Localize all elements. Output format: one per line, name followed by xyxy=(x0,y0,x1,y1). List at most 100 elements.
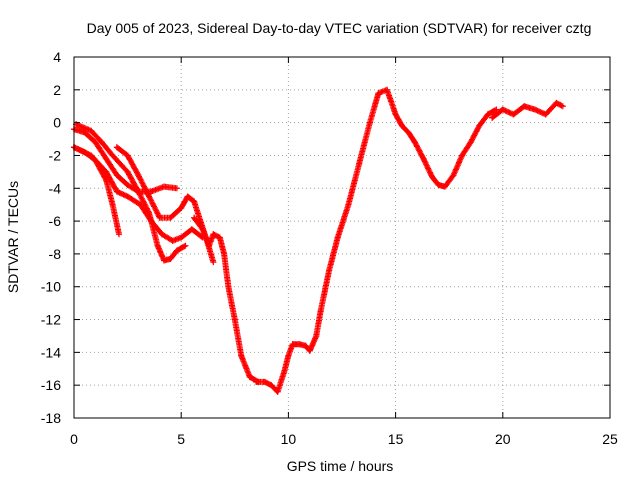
x-tick-label: 15 xyxy=(388,431,404,447)
y-tick-label: 4 xyxy=(53,49,61,65)
data-point xyxy=(531,106,538,113)
plot-frame xyxy=(73,56,611,419)
data-point xyxy=(109,152,116,159)
y-tick-label: -8 xyxy=(49,246,62,262)
y-tick-label: -6 xyxy=(49,213,62,229)
data-point xyxy=(441,183,448,190)
x-tick-label: 10 xyxy=(281,431,297,447)
data-point xyxy=(261,378,268,385)
data-point xyxy=(521,103,528,110)
data-point xyxy=(238,352,245,359)
data-point xyxy=(124,152,131,159)
series-markers xyxy=(489,99,565,121)
data-point xyxy=(285,352,292,359)
data-point xyxy=(92,139,99,146)
series-markers xyxy=(191,214,261,385)
data-point xyxy=(510,111,517,118)
data-point xyxy=(178,204,185,211)
data-point xyxy=(124,193,131,200)
data-point xyxy=(231,316,238,323)
data-point xyxy=(191,214,198,221)
data-point xyxy=(154,242,161,249)
data-point xyxy=(334,234,341,241)
data-point xyxy=(148,218,155,225)
data-point xyxy=(158,231,165,238)
data-point xyxy=(173,185,180,192)
data-point xyxy=(161,257,168,264)
data-point xyxy=(345,201,352,208)
data-point xyxy=(98,139,105,146)
data-point xyxy=(113,188,120,195)
data-point xyxy=(109,201,116,208)
series-arc-10 xyxy=(489,99,566,121)
data-point xyxy=(161,183,168,190)
data-point xyxy=(375,90,382,97)
data-point xyxy=(405,129,412,136)
data-point xyxy=(499,106,506,113)
data-point xyxy=(476,122,483,129)
y-tick-label: -18 xyxy=(41,410,61,426)
data-point xyxy=(210,259,217,266)
y-tick-label: 2 xyxy=(53,82,61,98)
data-point xyxy=(105,159,112,166)
data-point xyxy=(210,231,217,238)
data-point xyxy=(124,181,131,188)
data-point xyxy=(313,332,320,339)
series-markers xyxy=(73,121,188,264)
data-point xyxy=(542,111,549,118)
data-point xyxy=(182,242,189,249)
data-point xyxy=(274,388,281,395)
series-arc-6 xyxy=(191,214,262,385)
data-point xyxy=(326,267,333,274)
data-point xyxy=(429,173,436,180)
data-point xyxy=(103,168,110,175)
data-point xyxy=(225,283,232,290)
data-point xyxy=(88,127,95,134)
data-point xyxy=(559,103,566,110)
data-point xyxy=(306,347,313,354)
data-point xyxy=(289,341,296,348)
x-axis-label: GPS time / hours xyxy=(287,458,394,474)
data-point xyxy=(484,111,491,118)
series-markers xyxy=(411,107,499,190)
data-point xyxy=(356,160,363,167)
data-point xyxy=(169,237,176,244)
data-point xyxy=(489,114,496,121)
data-point xyxy=(221,250,228,257)
data-point xyxy=(199,226,206,233)
data-point xyxy=(188,226,195,233)
y-tick-label: -12 xyxy=(41,312,61,328)
data-point xyxy=(148,188,155,195)
series-arc-9 xyxy=(411,106,500,190)
data-point xyxy=(184,193,191,200)
data-point xyxy=(366,119,373,126)
data-point xyxy=(178,234,185,241)
data-point xyxy=(392,111,399,118)
data-point xyxy=(420,155,427,162)
data-point xyxy=(137,201,144,208)
data-point xyxy=(281,369,288,376)
data-point xyxy=(135,188,142,195)
plot-area xyxy=(71,86,566,395)
data-point xyxy=(156,214,163,221)
data-point xyxy=(146,193,153,200)
data-point xyxy=(206,242,213,249)
series-markers xyxy=(113,144,216,264)
series-arc-7 xyxy=(253,308,324,395)
series-arc-3 xyxy=(73,121,189,264)
data-point xyxy=(302,342,309,349)
data-point xyxy=(216,234,223,241)
data-point xyxy=(317,308,324,315)
data-point xyxy=(113,144,120,151)
data-point xyxy=(435,181,442,188)
data-point xyxy=(116,231,123,238)
data-point xyxy=(124,168,131,175)
data-point xyxy=(459,152,466,159)
series-markers xyxy=(317,86,418,315)
y-tick-label: -10 xyxy=(41,279,61,295)
data-point xyxy=(135,172,142,179)
series-arc-1 xyxy=(71,126,180,195)
data-point xyxy=(191,198,198,205)
y-tick-label: -4 xyxy=(49,180,62,196)
